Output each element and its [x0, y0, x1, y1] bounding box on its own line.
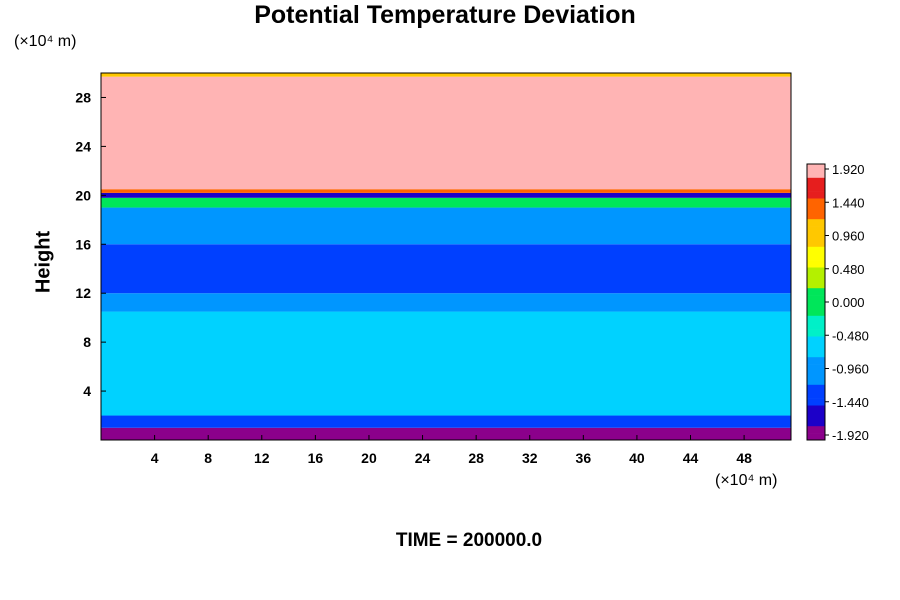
colorbar-swatch: [807, 412, 825, 420]
y-axis: 4 8 12 16 20 24 28: [75, 89, 106, 399]
colorbar-swatch: [807, 405, 825, 413]
x-tick-label: 16: [308, 450, 324, 466]
heat-band: [101, 311, 791, 416]
heat-band: [101, 244, 791, 294]
colorbar-tick-label: -0.960: [832, 362, 869, 377]
plot-area: [101, 73, 791, 440]
colorbar-swatch: [807, 246, 825, 254]
colorbar-swatch: [807, 274, 825, 282]
y-axis-unit: (×10⁴ m): [14, 33, 77, 50]
x-tick-label: 32: [522, 450, 538, 466]
colorbar-tick-label: 0.480: [832, 262, 865, 277]
colorbar-swatch: [807, 267, 825, 275]
colorbar-swatch: [807, 226, 825, 234]
colorbar-swatch: [807, 398, 825, 406]
colorbar-swatch: [807, 343, 825, 351]
colorbar-swatch: [807, 170, 825, 179]
colorbar-swatch: [807, 336, 825, 344]
x-tick-label: 12: [254, 450, 270, 466]
colorbar-swatch: [807, 212, 825, 220]
y-tick-label: 4: [83, 383, 91, 399]
colorbar-swatch: [807, 384, 825, 392]
colorbar-swatch: [807, 426, 825, 434]
heat-band: [101, 427, 791, 440]
colorbar-swatch: [807, 419, 825, 427]
colorbar-swatch: [807, 260, 825, 268]
heat-band: [101, 415, 791, 428]
y-tick-label: 28: [75, 89, 91, 105]
x-tick-label: 36: [576, 450, 592, 466]
y-tick-label: 8: [83, 334, 91, 350]
colorbar-swatch: [807, 315, 825, 323]
y-tick-label: 12: [75, 285, 91, 301]
y-tick-label: 16: [75, 236, 91, 252]
heat-band: [101, 293, 791, 312]
colorbar-swatch: [807, 308, 825, 317]
y-tick-label: 24: [75, 138, 91, 154]
colorbar-swatch: [807, 288, 825, 296]
x-tick-label: 48: [736, 450, 752, 466]
colorbar-swatch: [807, 219, 825, 227]
colorbar-swatch: [807, 433, 825, 441]
colorbar-swatch: [807, 391, 825, 399]
colorbar-swatch: [807, 295, 825, 303]
colorbar-swatch: [807, 205, 825, 213]
heat-band: [101, 76, 791, 190]
colorbar-swatch: [807, 322, 825, 330]
colorbar-swatch: [807, 350, 825, 358]
colorbar-tick-label: -1.920: [832, 428, 869, 443]
colorbar-tick-label: -0.480: [832, 328, 869, 343]
x-axis-unit: (×10⁴ m): [715, 472, 778, 489]
heat-band: [101, 207, 791, 245]
colorbar-swatch: [807, 253, 825, 261]
colorbar-swatch: [807, 184, 825, 192]
x-tick-label: 44: [683, 450, 699, 466]
colorbar-tick-label: -1.440: [832, 395, 869, 410]
x-tick-label: 20: [361, 450, 377, 466]
x-tick-label: 8: [204, 450, 212, 466]
colorbar-swatch: [807, 233, 825, 241]
x-axis: 4 8 12 16 20 24 28 32 36 40 44 48: [151, 435, 752, 466]
colorbar-swatch: [807, 198, 825, 206]
x-tick-label: 40: [629, 450, 645, 466]
time-label: TIME = 200000.0: [395, 530, 543, 551]
colorbar: 1.920 1.440 0.960 0.480 0.000 -0.480 -0.960 -1.…: [806, 162, 869, 443]
colorbar-swatch: [807, 239, 825, 248]
colorbar-swatch: [807, 377, 825, 386]
chart-title: Potential Temperature Deviation: [254, 1, 636, 29]
colorbar-tick-label: 0.000: [832, 295, 865, 310]
colorbar-swatch: [807, 357, 825, 365]
heat-band: [101, 73, 791, 77]
y-tick-label: 20: [75, 187, 91, 203]
heat-band: [101, 192, 791, 198]
heat-band: [101, 189, 791, 193]
heat-band: [101, 197, 791, 208]
colorbar-tick-label: 1.440: [832, 195, 865, 210]
colorbar-tick-label: 0.960: [832, 229, 865, 244]
colorbar-swatch: [807, 177, 825, 185]
x-tick-label: 4: [151, 450, 159, 466]
colorbar-swatch: [807, 281, 825, 289]
colorbar-tick-label: 1.920: [832, 162, 865, 177]
colorbar-swatch: [807, 302, 825, 310]
colorbar-swatch: [807, 364, 825, 372]
colorbar-swatch: [807, 164, 825, 172]
x-tick-label: 24: [415, 450, 431, 466]
colorbar-swatch: [807, 329, 825, 337]
plot-frame: [100, 72, 792, 441]
colorbar-swatch: [807, 371, 825, 379]
colorbar-swatch: [807, 191, 825, 199]
x-tick-label: 28: [468, 450, 484, 466]
